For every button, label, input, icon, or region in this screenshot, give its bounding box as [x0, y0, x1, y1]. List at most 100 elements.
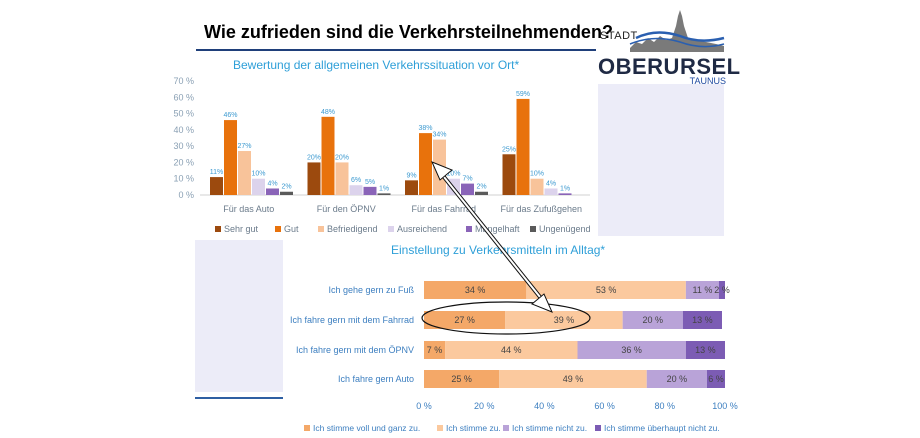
data-label: 7%	[462, 176, 472, 183]
city-logo: STADT OBERURSEL TAUNUS	[596, 8, 740, 86]
bar	[210, 177, 223, 195]
legend-label: Ich stimme überhaupt nicht zu.	[604, 423, 720, 433]
legend-swatch	[275, 226, 281, 232]
stacked-segment	[424, 370, 500, 388]
stacked-segment	[526, 281, 686, 299]
category-label: Für das Zufußgehen	[500, 204, 582, 214]
legend-label: Ungenügend	[539, 224, 591, 234]
data-label: 9%	[406, 172, 416, 179]
data-label: 20%	[335, 154, 349, 161]
row-label: Ich fahre gern Auto	[338, 374, 414, 384]
bar	[349, 185, 363, 195]
stacked-segment	[646, 370, 707, 388]
y-tick-label: 10 %	[173, 174, 194, 184]
data-label: 46%	[223, 112, 237, 119]
x-tick-label: 80 %	[655, 401, 676, 411]
segment-label: 20 %	[667, 374, 688, 384]
legend-swatch	[595, 425, 601, 431]
segment-label: 6 %	[708, 374, 724, 384]
x-tick-label: 20 %	[474, 401, 495, 411]
logo-region-label: TAUNUS	[689, 76, 726, 86]
bar	[461, 183, 474, 195]
segment-label: 44 %	[501, 345, 522, 355]
stacked-segment	[424, 341, 446, 359]
bar	[280, 191, 293, 195]
segment-label: 20 %	[643, 315, 664, 325]
placeholder-panel-left	[195, 240, 283, 392]
y-tick-label: 0 %	[178, 190, 194, 200]
legend-swatch	[304, 425, 310, 431]
x-tick-label: 0 %	[416, 401, 432, 411]
highlight-ellipse	[421, 301, 591, 335]
bar	[544, 188, 558, 195]
stacked-segment	[499, 370, 647, 388]
slide-title: Wie zufrieden sind die Verkehrsteilnehme…	[204, 22, 613, 42]
segment-label: 49 %	[563, 374, 584, 384]
legend-label: Ich stimme voll und ganz zu.	[313, 423, 420, 433]
category-label: Für das Auto	[223, 204, 274, 214]
legend-swatch	[530, 226, 536, 232]
legend-label: Ich stimme nicht zu.	[512, 423, 587, 433]
x-tick-label: 40 %	[534, 401, 555, 411]
y-tick-label: 60 %	[173, 92, 194, 102]
data-label: 10%	[530, 171, 544, 178]
legend-label: Ausreichend	[397, 224, 447, 234]
bar	[516, 98, 530, 195]
bar	[377, 193, 391, 195]
segment-label: 7 %	[427, 345, 443, 355]
bar	[502, 154, 516, 195]
data-label: 2%	[281, 184, 291, 191]
row-label: Ich fahre gern mit dem ÖPNV	[296, 345, 414, 355]
stacked-segment	[577, 341, 686, 359]
legend-swatch	[466, 226, 472, 232]
segment-label: 11 %	[692, 285, 712, 295]
legend-label: Sehr gut	[224, 224, 259, 234]
data-label: 4%	[267, 180, 277, 187]
legend-label: Gut	[284, 224, 299, 234]
data-label: 4%	[546, 180, 556, 187]
skyline-icon	[629, 10, 725, 52]
data-label: 48%	[321, 109, 335, 116]
row-label: Ich gehe gern zu Fuß	[328, 285, 414, 295]
data-label: 2%	[476, 184, 486, 191]
stacked-segment	[622, 311, 683, 329]
stacked-segment	[718, 281, 725, 299]
y-tick-label: 70 %	[173, 76, 194, 86]
segment-label: 2 %	[714, 285, 730, 295]
x-tick-label: 100 %	[712, 401, 738, 411]
stacked-segment	[424, 311, 506, 329]
data-label: 38%	[418, 125, 432, 132]
bottom-rule	[195, 397, 283, 399]
title-underline	[196, 49, 596, 51]
segment-label: 53 %	[596, 285, 617, 295]
stacked-segment	[685, 281, 719, 299]
data-label: 1%	[379, 185, 389, 192]
stacked-segment	[706, 370, 725, 388]
legend-swatch	[215, 226, 221, 232]
stacked-segment	[505, 311, 623, 329]
bar	[363, 186, 377, 195]
x-tick-label: 60 %	[594, 401, 615, 411]
y-tick-label: 50 %	[173, 109, 194, 119]
data-label: 5%	[365, 179, 375, 186]
segment-label: 36 %	[621, 345, 642, 355]
segment-label: 27 %	[454, 315, 475, 325]
data-label: 34%	[432, 132, 446, 139]
data-label: 25%	[502, 146, 516, 153]
bar	[530, 178, 544, 195]
bar	[224, 120, 237, 195]
bar	[558, 193, 572, 195]
segment-label: 25 %	[451, 374, 472, 384]
legend-swatch	[388, 226, 394, 232]
legend-swatch	[437, 425, 443, 431]
double-arrow-icon	[431, 161, 553, 313]
legend-label: Mangelhaft	[475, 224, 520, 234]
bar	[307, 162, 321, 195]
segment-label: 39 %	[554, 315, 575, 325]
data-label: 11%	[210, 169, 224, 176]
chart1-title: Bewertung der allgemeinen Verkehrssituat…	[233, 58, 520, 72]
segment-label: 34 %	[465, 285, 486, 295]
legend-swatch	[318, 226, 324, 232]
